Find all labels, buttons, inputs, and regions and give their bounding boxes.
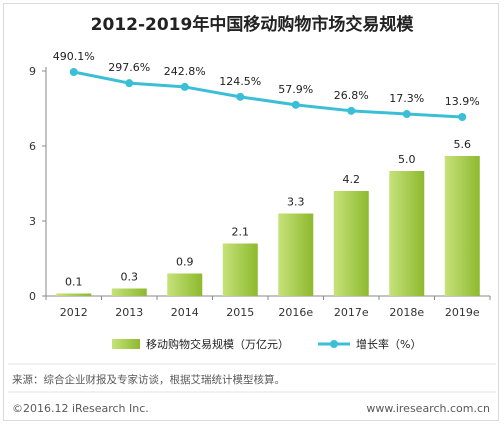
x-tick-label: 2018e <box>389 306 424 319</box>
growth-rate-label: 57.9% <box>278 83 313 96</box>
website-link[interactable]: www.iresearch.com.cn <box>366 402 490 415</box>
legend-swatch-bar <box>112 339 140 349</box>
x-tick-label: 2015 <box>226 306 254 319</box>
bar <box>56 293 92 296</box>
legend-label-line: 增长率（%） <box>356 337 421 351</box>
growth-rate-label: 26.8% <box>334 89 369 102</box>
y-tick-label: 6 <box>29 140 36 153</box>
y-tick-label: 9 <box>29 65 36 78</box>
bar-value-label: 5.6 <box>454 138 472 151</box>
growth-rate-label: 242.8% <box>164 65 206 78</box>
chart-title: 2012-2019年中国移动购物市场交易规模 <box>90 15 414 35</box>
growth-rate-point <box>180 82 189 91</box>
legend-swatch-line-point <box>330 340 338 348</box>
bar-value-label: 5.0 <box>398 153 416 166</box>
bar <box>222 243 258 296</box>
x-tick-label: 2013 <box>115 306 143 319</box>
growth-rate-label: 13.9% <box>445 95 480 108</box>
growth-rate-point <box>125 79 134 88</box>
growth-rate-point <box>402 110 411 119</box>
bar <box>444 156 480 296</box>
growth-rate-point <box>347 106 356 115</box>
growth-rate-point <box>69 68 78 76</box>
x-tick-label: 2017e <box>334 306 369 319</box>
x-tick-label: 2019e <box>445 306 480 319</box>
bar <box>389 171 425 296</box>
growth-rate-point <box>458 113 467 121</box>
x-tick-label: 2016e <box>278 306 313 319</box>
growth-rate-line <box>73 70 463 119</box>
growth-rate-label: 124.5% <box>219 75 261 88</box>
bar-value-label: 0.1 <box>65 276 83 289</box>
bar <box>111 288 147 296</box>
bar-value-label: 0.3 <box>121 271 139 284</box>
y-tick-label: 3 <box>29 215 36 228</box>
bar-value-label: 3.3 <box>287 196 305 209</box>
legend-label-bar: 移动购物交易规模（万亿元） <box>146 337 289 351</box>
growth-rate-point <box>291 100 300 109</box>
bar-value-label: 4.2 <box>343 173 361 186</box>
bar-value-label: 2.1 <box>232 226 250 239</box>
x-tick-label: 2012 <box>60 306 88 319</box>
growth-rate-label: 490.1% <box>53 50 95 63</box>
growth-rate-point <box>236 92 245 101</box>
copyright-text: ©2016.12 iResearch Inc. <box>12 402 149 415</box>
source-note: 来源：综合企业财报及专家访谈，根据艾瑞统计模型核算。 <box>12 374 285 386</box>
bar <box>167 273 203 296</box>
bar <box>278 213 314 296</box>
bar <box>333 191 369 296</box>
x-tick-label: 2014 <box>171 306 199 319</box>
bar-value-label: 0.9 <box>176 256 194 269</box>
growth-rate-label: 17.3% <box>389 92 424 105</box>
y-tick-label: 0 <box>29 290 36 303</box>
growth-rate-label: 297.6% <box>108 61 150 74</box>
